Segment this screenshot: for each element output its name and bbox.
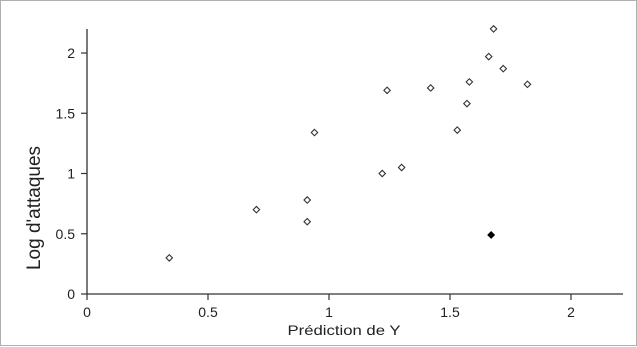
data-point <box>383 86 392 95</box>
x-tick-label: 2 <box>567 304 575 320</box>
axes <box>86 29 623 295</box>
data-point <box>453 126 462 135</box>
data-point <box>462 99 471 108</box>
data-point <box>426 83 435 92</box>
data-points <box>165 24 532 262</box>
data-point <box>165 253 174 262</box>
y-tick-label: 0.5 <box>56 226 76 242</box>
data-point <box>378 169 387 178</box>
data-point <box>523 80 532 89</box>
data-point <box>310 128 319 137</box>
x-axis-title: Prédiction de Y <box>288 322 402 338</box>
data-point <box>397 163 406 172</box>
y-axis-title: Log d'attaques <box>24 146 45 270</box>
data-point <box>465 77 474 86</box>
data-point <box>489 24 498 33</box>
y-tick-label: 2 <box>67 45 75 61</box>
data-point <box>484 52 493 61</box>
data-point <box>303 217 312 226</box>
x-tick-label: 0.5 <box>198 304 218 320</box>
y-tick-label: 1 <box>67 166 75 182</box>
data-point <box>303 196 312 204</box>
x-tick-label: 1.5 <box>440 304 460 320</box>
ticks: 0 0.5 1 1.5 2 0 0.5 1 1.5 2 <box>56 45 576 320</box>
x-tick-label: 1 <box>325 304 333 320</box>
y-tick-label: 1.5 <box>56 105 76 121</box>
y-tick-label: 0 <box>67 286 75 302</box>
x-tick-label: 0 <box>83 304 91 320</box>
data-point <box>499 64 508 73</box>
data-point <box>252 205 261 214</box>
highlighted-data-point <box>487 230 496 239</box>
